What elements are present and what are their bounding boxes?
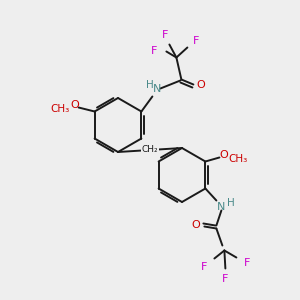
Text: N: N xyxy=(217,202,226,212)
Text: F: F xyxy=(244,259,250,269)
Text: O: O xyxy=(219,151,228,160)
Text: F: F xyxy=(222,274,229,284)
Text: F: F xyxy=(201,262,208,272)
Text: F: F xyxy=(193,37,200,46)
Text: O: O xyxy=(191,220,200,230)
Text: N: N xyxy=(153,83,162,94)
Text: F: F xyxy=(162,31,169,40)
Text: H: H xyxy=(146,80,153,89)
Text: CH₃: CH₃ xyxy=(229,154,248,164)
Text: F: F xyxy=(151,46,158,56)
Text: CH₂: CH₂ xyxy=(142,146,158,154)
Text: O: O xyxy=(196,80,205,91)
Text: CH₃: CH₃ xyxy=(50,104,69,115)
Text: H: H xyxy=(226,197,234,208)
Text: O: O xyxy=(70,100,79,110)
